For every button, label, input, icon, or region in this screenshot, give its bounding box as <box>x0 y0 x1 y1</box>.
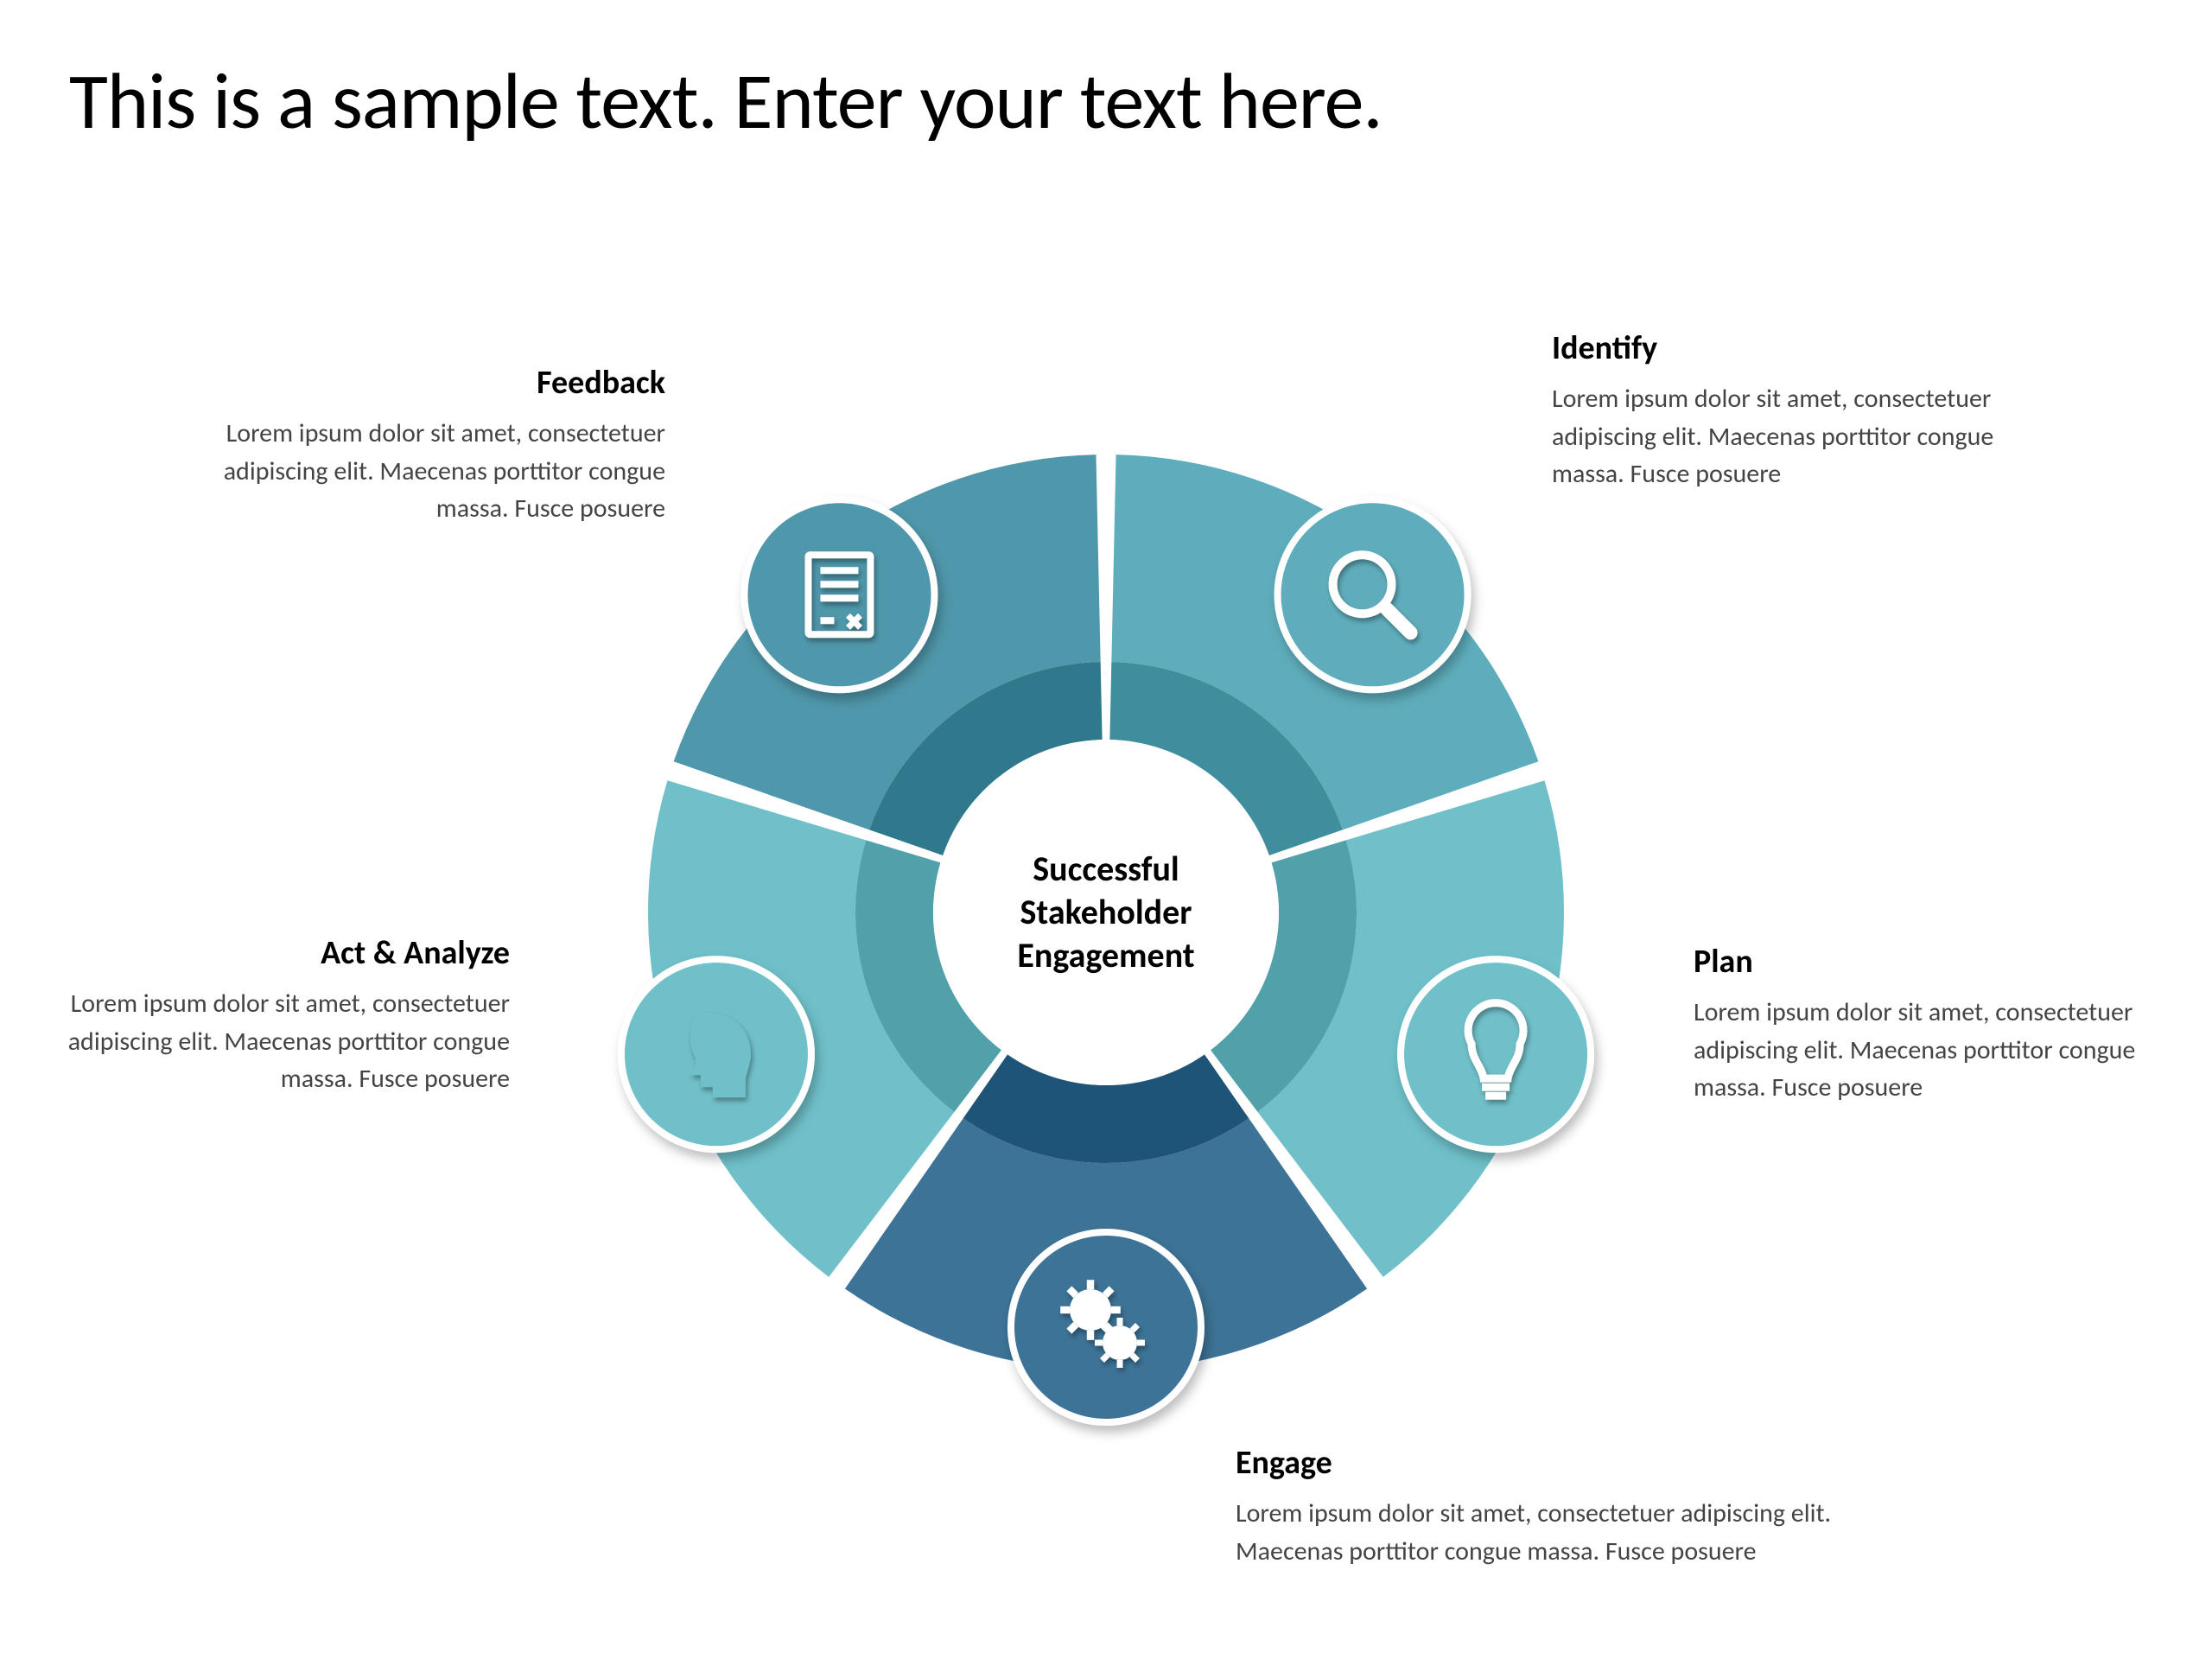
segment-body-act-analyze: Lorem ipsum dolor sit amet, consectetuer… <box>60 985 510 1098</box>
segment-title-feedback: Feedback <box>216 363 665 403</box>
segment-text-act-analyze: Act & Analyze Lorem ipsum dolor sit amet,… <box>60 933 510 1098</box>
segment-body-engage: Lorem ipsum dolor sit amet, consectetuer… <box>1236 1495 1892 1570</box>
icon-circle-act-analyze <box>621 959 811 1149</box>
segment-text-engage: Engage Lorem ipsum dolor sit amet, consec… <box>1236 1443 1892 1570</box>
segment-body-feedback: Lorem ipsum dolor sit amet, consectetuer… <box>216 415 665 528</box>
segment-text-plan: Plan Lorem ipsum dolor sit amet, consecte… <box>1694 942 2143 1107</box>
segment-body-identify: Lorem ipsum dolor sit amet, consectetuer… <box>1552 380 2001 493</box>
center-label: SuccessfulStakeholderEngagement <box>968 848 1244 977</box>
icon-circle-engage <box>1011 1232 1201 1422</box>
segment-title-identify: Identify <box>1552 328 2001 368</box>
segment-text-feedback: Feedback Lorem ipsum dolor sit amet, cons… <box>216 363 665 528</box>
segment-title-plan: Plan <box>1694 942 2143 982</box>
donut-diagram <box>0 0 2212 1659</box>
segment-title-act-analyze: Act & Analyze <box>60 933 510 973</box>
segment-title-engage: Engage <box>1236 1443 1892 1483</box>
icon-circle-plan <box>1401 959 1591 1149</box>
icon-circle-identify <box>1278 499 1468 690</box>
segment-body-plan: Lorem ipsum dolor sit amet, consectetuer… <box>1694 994 2143 1107</box>
icon-circle-feedback <box>744 499 934 690</box>
slide: This is a sample text. Enter your text h… <box>0 0 2212 1659</box>
segment-text-identify: Identify Lorem ipsum dolor sit amet, cons… <box>1552 328 2001 493</box>
